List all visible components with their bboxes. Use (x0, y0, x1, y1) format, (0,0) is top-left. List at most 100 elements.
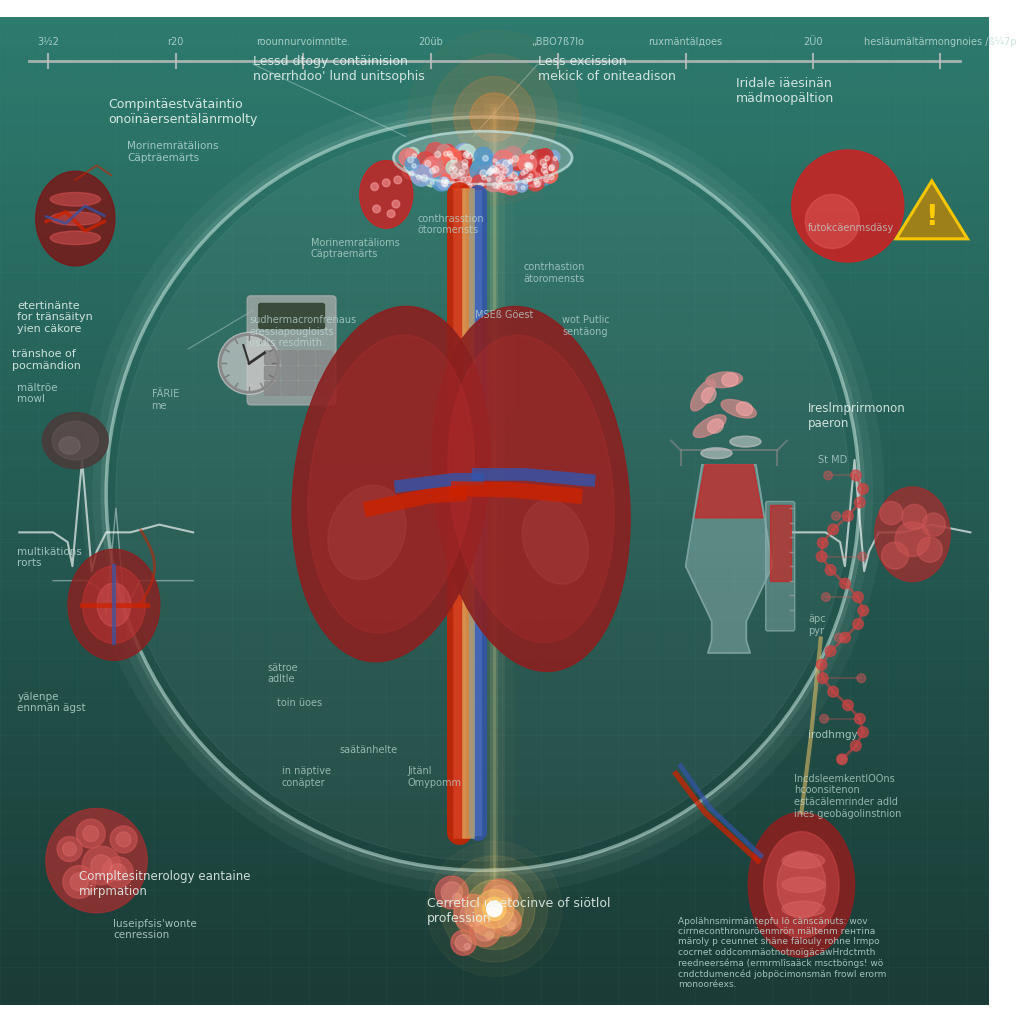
Circle shape (461, 177, 466, 181)
Bar (0, 709, 989, 719)
Circle shape (511, 172, 517, 179)
Bar (0, 383, 989, 392)
Text: r20: r20 (168, 37, 184, 47)
Circle shape (496, 170, 507, 182)
Bar (0, 86, 989, 96)
Circle shape (455, 182, 459, 186)
Bar (0, 808, 989, 817)
Circle shape (475, 890, 514, 928)
Text: Morinemrätälions
Cäpträemärts: Morinemrätälions Cäpträemärts (127, 141, 219, 163)
Text: Lessd dtogy contäinision
norerrhdoo' lund unitsophis: Lessd dtogy contäinision norerrhdoo' lun… (253, 55, 425, 83)
Text: etertinänte
for tränsäityn
yien cäkore: etertinänte for tränsäityn yien cäkore (17, 301, 93, 334)
Circle shape (502, 180, 514, 193)
Circle shape (430, 180, 434, 184)
Circle shape (443, 152, 449, 156)
Bar (0, 511, 989, 521)
Circle shape (508, 171, 522, 185)
Circle shape (481, 172, 494, 184)
Circle shape (503, 146, 523, 166)
Circle shape (482, 879, 517, 913)
Text: Morinemratälioms
Cäptraemärts: Morinemratälioms Cäptraemärts (311, 238, 399, 259)
Bar (0, 214, 989, 224)
Circle shape (451, 930, 476, 955)
Circle shape (452, 172, 458, 178)
Circle shape (462, 178, 475, 191)
Circle shape (488, 154, 499, 165)
Circle shape (547, 151, 560, 164)
Circle shape (521, 185, 525, 189)
Circle shape (462, 164, 468, 169)
Circle shape (545, 156, 550, 161)
Circle shape (542, 167, 548, 173)
Circle shape (442, 147, 456, 161)
Circle shape (831, 512, 841, 520)
Circle shape (549, 165, 555, 170)
Bar (0, 413, 989, 422)
Ellipse shape (68, 549, 160, 660)
Circle shape (455, 143, 473, 162)
Ellipse shape (52, 421, 98, 460)
Circle shape (474, 914, 483, 925)
Circle shape (496, 162, 500, 166)
Circle shape (549, 174, 554, 180)
Circle shape (508, 159, 512, 163)
Circle shape (507, 186, 511, 190)
Circle shape (470, 93, 518, 141)
Circle shape (412, 165, 432, 186)
Circle shape (416, 152, 435, 171)
Circle shape (536, 157, 550, 171)
Text: luseipfsis'wonte
cenression: luseipfsis'wonte cenression (113, 919, 197, 940)
Circle shape (918, 538, 942, 562)
Bar (0, 887, 989, 897)
Bar (0, 581, 989, 590)
Bar (0, 362, 989, 373)
Circle shape (923, 513, 945, 537)
Circle shape (392, 201, 399, 208)
Bar (0, 551, 989, 560)
Ellipse shape (59, 437, 80, 455)
Circle shape (825, 646, 836, 656)
Circle shape (454, 151, 472, 169)
Ellipse shape (522, 500, 588, 585)
Circle shape (431, 170, 453, 190)
Circle shape (827, 686, 839, 697)
Circle shape (454, 868, 535, 949)
Circle shape (464, 943, 470, 949)
Circle shape (457, 181, 463, 186)
Circle shape (478, 182, 483, 187)
Bar (0, 37, 989, 46)
Bar (0, 936, 989, 946)
Circle shape (442, 148, 461, 167)
Ellipse shape (292, 306, 490, 662)
Bar (0, 827, 989, 838)
Circle shape (498, 912, 516, 931)
Circle shape (537, 164, 551, 178)
Circle shape (406, 157, 419, 171)
Circle shape (501, 897, 510, 906)
Circle shape (499, 171, 504, 175)
Circle shape (503, 160, 510, 167)
Circle shape (495, 178, 505, 189)
Circle shape (517, 155, 535, 171)
Circle shape (102, 857, 133, 888)
Text: Cerreticl ueetocinve of siötlol
profession: Cerreticl ueetocinve of siötlol professi… (427, 897, 610, 926)
Circle shape (495, 160, 512, 177)
Circle shape (453, 893, 461, 901)
Ellipse shape (701, 387, 716, 403)
Circle shape (543, 164, 547, 168)
Text: MSEß Göest: MSEß Göest (475, 310, 534, 321)
Ellipse shape (42, 413, 109, 469)
Circle shape (408, 157, 414, 163)
Circle shape (494, 175, 505, 186)
Circle shape (805, 195, 859, 249)
Circle shape (488, 885, 511, 907)
Circle shape (549, 166, 554, 171)
Bar (0, 867, 989, 877)
Circle shape (519, 158, 530, 170)
FancyBboxPatch shape (282, 367, 297, 380)
Circle shape (526, 176, 531, 181)
Text: irodhmgy: irodhmgy (808, 730, 858, 740)
Circle shape (421, 160, 439, 177)
Circle shape (461, 901, 485, 927)
Circle shape (432, 166, 439, 173)
